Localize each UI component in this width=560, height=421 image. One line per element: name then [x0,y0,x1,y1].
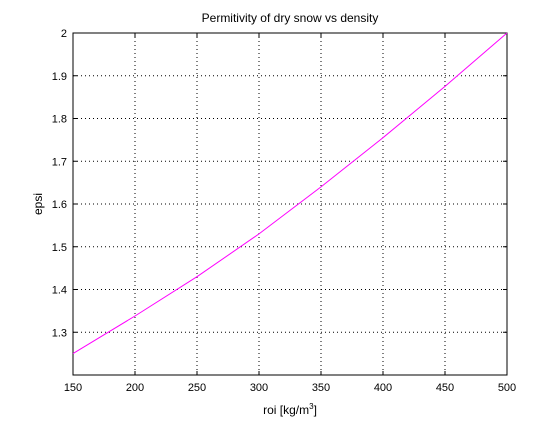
series-line [72,32,508,355]
x-axis-label-main: roi [kg/m [263,403,309,417]
x-axis-label: roi [kg/m3] [263,402,317,417]
y-tick-label: 1.6 [52,199,67,211]
x-axis-label-superscript: 3 [309,402,314,411]
y-axis-label: epsi [31,193,45,215]
grid-lines [73,33,507,375]
x-tick-label: 200 [126,382,144,394]
x-axis-label-suffix: ] [314,403,317,417]
y-tick-label: 1.9 [52,71,67,83]
y-tick-label: 1.7 [52,156,67,168]
x-tick-label: 500 [498,382,516,394]
x-tick-label: 150 [64,382,82,394]
x-tick-label: 450 [436,382,454,394]
y-tick-label: 1.8 [52,114,67,126]
x-tick-labels: 150 200 250 300 350 400 450 500 [64,382,516,394]
x-tick-label: 250 [188,382,206,394]
chart-title: Permitivity of dry snow vs density [202,11,379,25]
x-tick-label: 400 [374,382,392,394]
axis-ticks [72,32,508,375]
series-layer [72,32,508,355]
y-tick-label: 1.5 [52,242,67,254]
y-tick-labels: 1.3 1.4 1.5 1.6 1.7 1.8 1.9 2 [52,28,67,339]
y-tick-label: 2 [61,28,67,40]
x-tick-label: 350 [312,382,330,394]
y-tick-label: 1.3 [52,327,67,339]
x-tick-label: 300 [250,382,268,394]
y-tick-label: 1.4 [52,285,67,297]
